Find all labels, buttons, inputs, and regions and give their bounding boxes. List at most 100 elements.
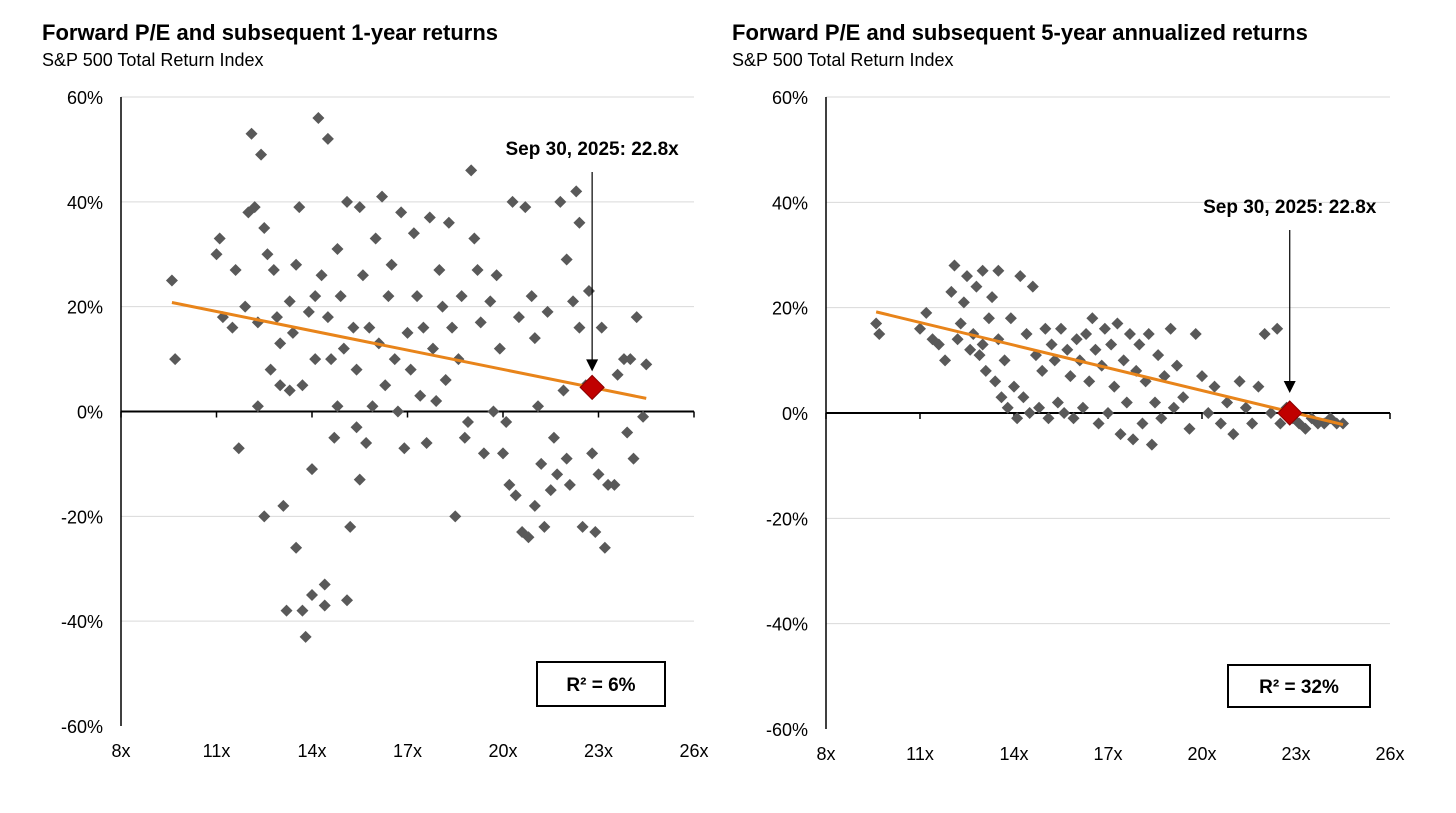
data-point xyxy=(286,326,299,339)
data-point xyxy=(573,321,586,334)
data-point xyxy=(299,630,312,643)
data-point xyxy=(293,201,306,214)
annotation-label: Sep 30, 2025: 22.8x xyxy=(506,139,680,160)
chart-subtitle: S&P 500 Total Return Index xyxy=(42,50,264,70)
data-point xyxy=(401,326,414,339)
data-point xyxy=(280,604,293,617)
data-point xyxy=(274,379,287,392)
data-point xyxy=(369,232,382,245)
y-tick-label: 60% xyxy=(67,88,103,108)
data-point xyxy=(986,291,999,304)
data-point xyxy=(1036,364,1049,377)
data-point xyxy=(350,363,363,376)
data-point xyxy=(449,510,462,523)
data-point xyxy=(1067,412,1080,425)
data-point xyxy=(1064,370,1077,383)
data-point xyxy=(423,211,436,224)
data-point xyxy=(998,354,1011,367)
data-point xyxy=(627,452,640,465)
data-point xyxy=(1152,349,1165,362)
chart-subtitle: S&P 500 Total Return Index xyxy=(732,50,954,70)
annotation-arrowhead xyxy=(1283,381,1296,393)
data-point xyxy=(315,269,328,282)
data-point xyxy=(592,468,605,481)
annotation-arrowhead xyxy=(586,359,599,372)
data-point xyxy=(951,333,964,346)
data-point xyxy=(274,337,287,350)
data-point xyxy=(1299,422,1312,435)
data-point xyxy=(321,311,334,324)
data-point xyxy=(1142,328,1155,340)
data-point xyxy=(1083,375,1096,388)
data-point xyxy=(331,243,344,256)
data-point xyxy=(1274,417,1287,430)
data-point xyxy=(388,353,401,366)
y-tick-label: 0% xyxy=(77,403,103,423)
data-point xyxy=(964,343,977,356)
data-point xyxy=(404,363,417,376)
data-point xyxy=(283,384,296,397)
data-point xyxy=(210,248,223,261)
data-point xyxy=(487,405,500,418)
data-point xyxy=(624,353,637,366)
data-point xyxy=(277,499,290,512)
data-point xyxy=(582,284,595,297)
data-point xyxy=(1189,328,1202,340)
chart-title: Forward P/E and subsequent 1-year return… xyxy=(42,20,499,45)
data-point xyxy=(334,290,347,303)
data-point xyxy=(477,447,490,460)
data-point xyxy=(344,520,357,533)
data-point xyxy=(169,353,182,366)
data-point xyxy=(954,317,967,330)
data-point xyxy=(957,296,970,309)
data-point xyxy=(1155,412,1168,425)
data-point xyxy=(465,164,478,177)
data-point xyxy=(1221,396,1234,409)
data-point xyxy=(547,431,560,444)
data-point xyxy=(1020,328,1033,340)
data-point xyxy=(420,436,433,449)
data-point xyxy=(309,290,322,303)
data-point xyxy=(296,604,309,617)
data-point xyxy=(1170,359,1183,372)
data-point xyxy=(1086,312,1099,325)
data-point xyxy=(1098,322,1111,335)
data-point xyxy=(312,111,325,124)
data-point xyxy=(1042,412,1055,425)
data-point xyxy=(1208,380,1221,393)
data-point xyxy=(245,127,258,140)
data-point xyxy=(321,132,334,145)
data-point xyxy=(939,354,952,367)
data-point xyxy=(557,384,570,397)
data-point xyxy=(528,332,541,345)
data-point xyxy=(318,578,331,591)
data-point xyxy=(1108,380,1121,393)
y-tick-label: -20% xyxy=(766,509,808,529)
data-point xyxy=(1058,407,1071,419)
data-point xyxy=(576,520,589,533)
data-point xyxy=(973,349,986,362)
data-point xyxy=(970,280,983,293)
data-point xyxy=(509,489,522,502)
data-point xyxy=(1111,317,1124,330)
data-point xyxy=(360,436,373,449)
data-point xyxy=(541,305,554,318)
data-point xyxy=(948,259,961,272)
x-tick-label: 14x xyxy=(999,744,1028,764)
data-point xyxy=(1070,333,1083,346)
data-point xyxy=(976,338,989,351)
current-valuation-point xyxy=(579,374,605,401)
data-point xyxy=(356,269,369,282)
data-point xyxy=(1117,354,1130,367)
data-point xyxy=(608,478,621,491)
data-point xyxy=(870,317,883,330)
data-point xyxy=(1233,375,1246,388)
y-tick-label: -40% xyxy=(61,612,103,632)
data-point xyxy=(347,321,360,334)
data-point xyxy=(563,478,576,491)
data-point xyxy=(1264,407,1277,419)
data-point xyxy=(512,311,525,324)
data-point xyxy=(630,311,643,324)
data-point xyxy=(551,468,564,481)
data-point xyxy=(382,290,395,303)
